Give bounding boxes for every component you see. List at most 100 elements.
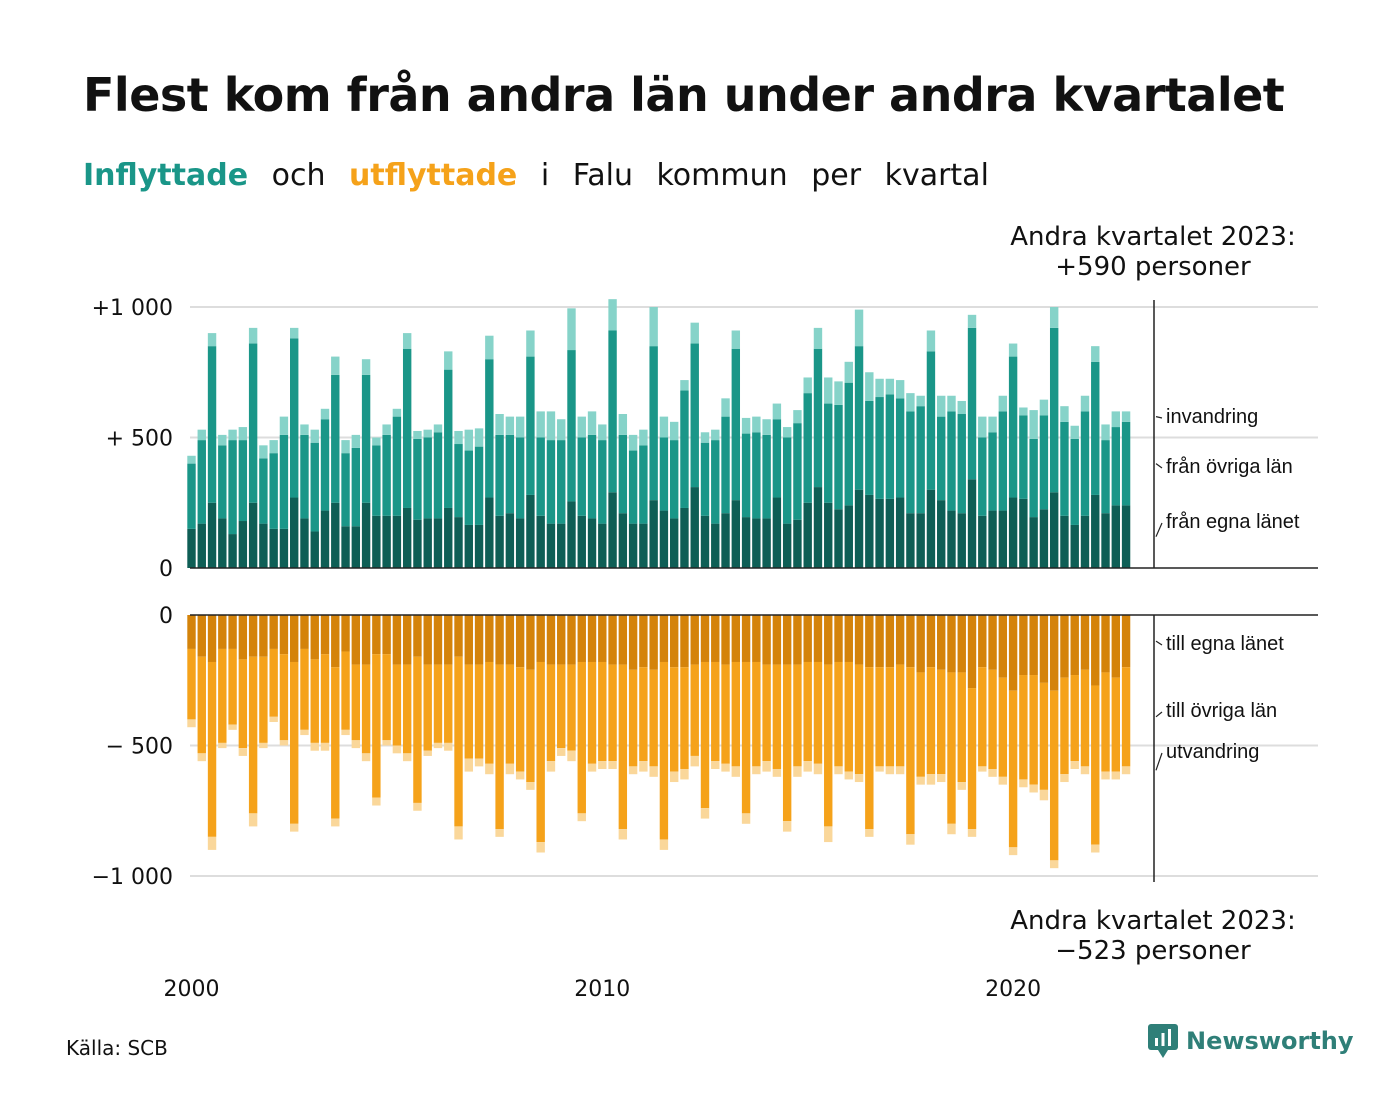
bar-inflow-ovriga (464, 450, 473, 525)
bar-outflow-egna (752, 615, 761, 662)
bar-inflow-invandring (926, 330, 936, 352)
bar-inflow-invandring (454, 430, 463, 445)
bar-outflow-egna (639, 615, 648, 668)
bar-inflow-invandring (731, 330, 741, 349)
bar-inflow-egna (967, 479, 977, 568)
bar-inflow-ovriga (485, 359, 494, 498)
bar-outflow-utvandring (587, 763, 597, 772)
bar-inflow-ovriga (598, 440, 607, 524)
bar-inflow-egna (372, 515, 381, 568)
bar-inflow-ovriga (731, 348, 741, 501)
bar-outflow-egna (382, 615, 391, 655)
bar-outflow-ovriga (474, 664, 484, 759)
bar-inflow-egna (300, 518, 309, 568)
bar-inflow-egna (618, 513, 628, 568)
y-tick-label-bottom: −1 000 (92, 865, 173, 890)
bar-outflow-utvandring (413, 802, 422, 811)
bar-outflow-ovriga (813, 661, 823, 764)
bar-outflow-ovriga (1091, 685, 1100, 845)
bar-inflow-egna (392, 515, 402, 568)
bar-inflow-egna (957, 513, 966, 568)
bar-inflow-egna (310, 531, 319, 568)
bar-outflow-egna (351, 615, 361, 665)
bar-outflow-egna (187, 615, 196, 649)
bar-outflow-utvandring (875, 766, 884, 772)
bar-outflow-ovriga (1111, 677, 1120, 772)
bar-inflow-egna (423, 518, 432, 568)
bar-outflow-egna (505, 615, 515, 665)
gridlines (190, 306, 1318, 877)
bar-inflow-egna (772, 497, 782, 568)
y-tick-label-top: 0 (159, 557, 173, 582)
bar-outflow-ovriga (967, 688, 977, 830)
bar-outflow-utvandring (238, 748, 248, 756)
bar-inflow-egna (690, 487, 699, 568)
bar-outflow-egna (813, 615, 823, 662)
bar-outflow-egna (937, 615, 946, 670)
bar-inflow-invandring (372, 437, 381, 446)
bars (187, 299, 1131, 869)
bar-inflow-invandring (413, 430, 422, 439)
bar-outflow-utvandring (844, 771, 853, 780)
bar-inflow-ovriga (926, 351, 936, 490)
bar-outflow-utvandring (649, 766, 658, 777)
bar-outflow-egna (300, 615, 309, 649)
bar-outflow-egna (947, 615, 956, 673)
bar-outflow-ovriga (361, 664, 371, 754)
bar-inflow-invandring (998, 395, 1008, 412)
bar-inflow-egna (546, 523, 556, 568)
bar-outflow-egna (700, 615, 710, 662)
bar-outflow-ovriga (834, 661, 843, 767)
bar-inflow-invandring (598, 424, 607, 441)
bar-outflow-ovriga (515, 667, 525, 772)
bar-outflow-utvandring (433, 742, 443, 749)
bar-outflow-ovriga (762, 664, 771, 762)
bar-outflow-ovriga (567, 664, 576, 751)
bar-outflow-egna (824, 615, 833, 665)
bar-inflow-ovriga (248, 343, 258, 503)
bar-inflow-invandring (803, 377, 812, 394)
bar-inflow-egna (279, 528, 289, 568)
y-tick-label-bottom: − 500 (106, 735, 173, 760)
bar-inflow-ovriga (433, 432, 443, 519)
bar-inflow-invandring (207, 333, 217, 347)
bar-outflow-egna (320, 615, 330, 655)
bar-inflow-ovriga (700, 442, 710, 516)
bar-outflow-utvandring (495, 829, 504, 837)
bar-outflow-utvandring (1101, 771, 1110, 780)
bar-inflow-egna (598, 523, 607, 568)
bar-inflow-ovriga (444, 369, 453, 508)
bar-inflow-egna (218, 518, 227, 568)
bar-outflow-ovriga (700, 661, 710, 809)
bar-inflow-invandring (1039, 399, 1049, 416)
subtitle-word: kvartal (884, 158, 989, 193)
bar-outflow-egna (1008, 615, 1018, 691)
bar-outflow-egna (1091, 615, 1100, 686)
bar-inflow-egna (1070, 524, 1079, 568)
bar-inflow-egna (937, 500, 946, 568)
bar-outflow-egna (546, 615, 556, 665)
bar-inflow-invandring (218, 434, 227, 446)
bar-outflow-utvandring (978, 766, 987, 772)
bar-inflow-egna (536, 515, 545, 568)
bar-inflow-egna (711, 523, 720, 568)
bar-inflow-ovriga (752, 432, 761, 519)
bar-inflow-invandring (505, 416, 515, 435)
bar-outflow-utvandring (331, 818, 340, 827)
bar-inflow-invandring (988, 416, 997, 433)
bar-inflow-ovriga (320, 419, 330, 511)
bar-outflow-ovriga (1121, 667, 1131, 767)
bar-inflow-egna (659, 510, 669, 568)
bar-inflow-invandring (649, 307, 658, 347)
subtitle-inflow-word: Inflyttade (83, 158, 249, 193)
bar-outflow-ovriga (885, 667, 895, 767)
bar-inflow-invandring (844, 361, 853, 383)
bar-outflow-ovriga (341, 651, 350, 730)
bar-outflow-egna (721, 615, 730, 665)
bar-outflow-egna (423, 615, 432, 665)
bar-inflow-invandring (1060, 406, 1069, 422)
bar-inflow-egna (721, 513, 730, 568)
chart-title: Flest kom från andra län under andra kva… (83, 68, 1285, 122)
label-till-ovriga-lan: till övriga län (1166, 700, 1277, 722)
bar-inflow-egna (505, 513, 515, 568)
